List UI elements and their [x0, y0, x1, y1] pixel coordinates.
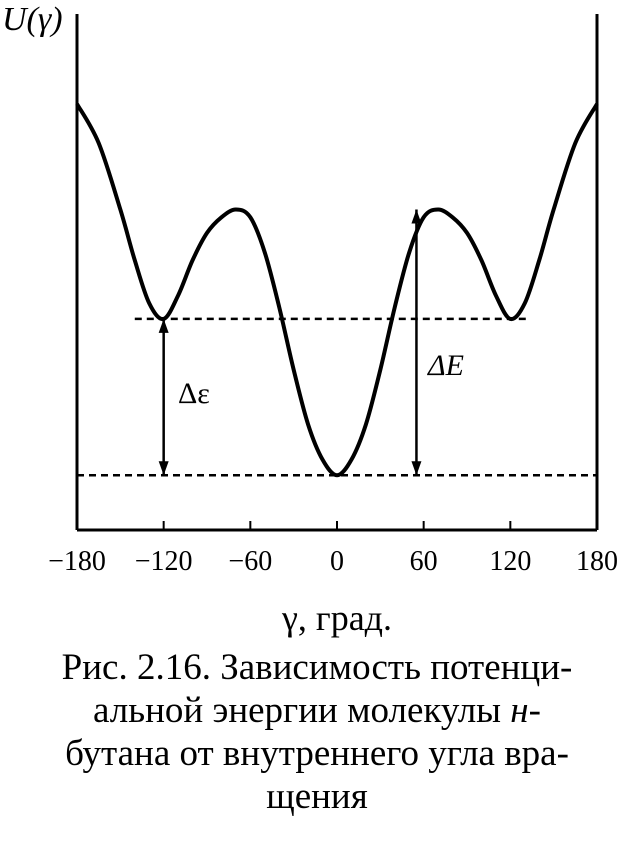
reference-lines	[77, 317, 597, 477]
x-axis-label: γ, град.	[281, 598, 392, 638]
x-tick-label: −180	[48, 546, 106, 577]
x-tick-label: 180	[576, 546, 618, 577]
arrow-head	[411, 209, 422, 224]
x-tick-label: −120	[135, 546, 193, 577]
caption-line-2: альной энергии молекулы н-	[93, 690, 541, 731]
x-tick-label: 0	[330, 546, 344, 577]
series-line	[75, 102, 599, 478]
x-tick-label: 120	[489, 546, 531, 577]
x-tick-label: 60	[410, 546, 438, 577]
figure-caption: Рис. 2.16. Зависимость потенци- альной э…	[0, 646, 634, 818]
x-tick-label: −60	[228, 546, 272, 577]
caption-line-3: бутана от внутреннего угла вра-	[65, 733, 569, 774]
y-axis-label: U(γ)	[2, 1, 63, 38]
caption-line-1: Рис. 2.16. Зависимость потенци-	[61, 647, 573, 688]
x-tick-labels: −180 −120 −60 0 60 120 180	[48, 546, 618, 577]
arrow-head	[158, 318, 169, 333]
annotation-delta-e: ΔE	[427, 349, 464, 382]
chart: U(γ) −180 −120 −60 0 60 120 180 Δε ΔE γ, град.	[2, 1, 618, 638]
arrow-head	[158, 461, 169, 476]
annotation-delta-epsilon: Δε	[178, 377, 210, 410]
arrow-head	[411, 461, 422, 476]
x-ticks	[76, 521, 598, 530]
caption-italic-n: н	[510, 690, 529, 731]
caption-line-4: щения	[266, 776, 368, 817]
arrows	[158, 209, 422, 476]
